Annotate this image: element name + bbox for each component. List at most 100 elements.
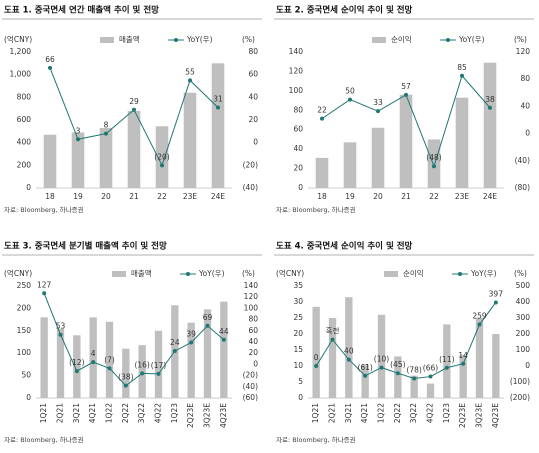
y2-tick-label: 400 — [516, 297, 531, 306]
bar — [427, 139, 441, 188]
data-label: 8 — [104, 121, 109, 130]
data-label: 40 — [344, 347, 354, 356]
line-marker — [221, 337, 226, 342]
y2-tick-label: 40 — [520, 101, 530, 110]
bar — [377, 314, 386, 398]
y2-tick-label: 120 — [516, 47, 531, 56]
legend-label: YoY(우) — [198, 269, 225, 278]
x-tick-label: 20 — [101, 192, 111, 201]
x-tick-label: 19 — [73, 192, 83, 201]
bar — [89, 317, 97, 398]
legend-swatch — [384, 271, 398, 277]
x-tick-label: 3Q22 — [409, 403, 418, 423]
y2-tick-label: 200 — [516, 329, 531, 338]
y-tick-label: 35 — [293, 281, 303, 290]
y-tick-label: 10 — [293, 361, 303, 370]
bar — [492, 334, 500, 398]
y2-tick-label: 100 — [516, 345, 531, 354]
line-marker — [330, 337, 335, 342]
y2-tick-label: 120 — [244, 292, 259, 301]
y2-tick-label: (100) — [510, 377, 530, 386]
y-tick-label: 250 — [17, 281, 32, 290]
data-label: 127 — [37, 280, 52, 289]
y2-tick-label: 60 — [248, 326, 258, 335]
line-marker — [58, 332, 63, 337]
line-marker — [42, 291, 47, 296]
x-tick-label: 18 — [317, 192, 327, 201]
chart-title: 도표 2. 중국면세 순이익 추이 및 전망 — [276, 5, 413, 16]
data-label: (66) — [423, 364, 438, 373]
y-tick-label: 0 — [298, 393, 303, 402]
x-tick-label: 2Q22 — [121, 403, 130, 423]
x-tick-label: 4Q23E — [491, 403, 500, 428]
y2-axis-unit: (%) — [242, 35, 255, 44]
x-tick-label: 1Q22 — [105, 403, 114, 423]
line-marker — [91, 360, 96, 365]
y-tick-label: 1,200 — [10, 47, 32, 56]
data-label: 55 — [185, 67, 195, 76]
data-label: 85 — [457, 63, 467, 72]
data-label: (10) — [374, 355, 389, 364]
data-label: (61) — [357, 363, 372, 372]
bar — [315, 157, 329, 188]
data-label: (16) — [134, 360, 149, 369]
line-marker — [376, 109, 380, 114]
data-label: 24 — [170, 338, 180, 347]
y-tick-label: 50 — [21, 371, 31, 380]
data-label: 4 — [91, 349, 96, 358]
bar — [187, 322, 195, 398]
data-label: 흑전 — [326, 326, 340, 336]
data-label: 53 — [56, 322, 66, 331]
line-marker — [428, 374, 433, 379]
y2-tick-label: (20) — [243, 160, 258, 169]
x-tick-label: 24E — [211, 192, 226, 201]
y-tick-label: 0 — [26, 183, 31, 192]
y2-tick-label: 40 — [248, 337, 258, 346]
data-label: 69 — [203, 313, 213, 322]
x-tick-label: 21 — [401, 192, 411, 201]
x-tick-label: 19 — [345, 192, 355, 201]
data-label: (7) — [104, 355, 115, 364]
line-marker — [172, 348, 177, 353]
y-tick-label: 150 — [17, 326, 32, 335]
x-tick-label: 3Q21 — [72, 403, 81, 423]
line-marker — [444, 365, 449, 370]
bar — [99, 127, 113, 188]
x-tick-label: 2Q22 — [393, 403, 402, 423]
line-marker — [156, 371, 161, 376]
y2-tick-label: (80) — [515, 183, 530, 192]
bar — [71, 132, 85, 188]
bar — [43, 134, 57, 188]
data-label: (11) — [439, 355, 454, 364]
y2-tick-label: 0 — [525, 361, 530, 370]
x-tick-label: 3Q23E — [475, 403, 484, 428]
y-tick-label: 400 — [17, 138, 32, 147]
y-tick-label: 5 — [298, 377, 303, 386]
x-tick-label: 2Q21 — [328, 403, 337, 423]
y2-tick-label: 40 — [248, 92, 258, 101]
line-marker — [160, 163, 164, 168]
y-tick-label: 600 — [17, 115, 32, 124]
line-marker — [379, 365, 384, 370]
y2-tick-label: 100 — [244, 303, 259, 312]
data-label: (78) — [406, 365, 421, 374]
x-tick-label: 4Q23E — [219, 403, 228, 428]
line-marker — [320, 116, 324, 121]
y-tick-label: 60 — [293, 125, 303, 134]
x-tick-label: 3Q22 — [137, 403, 146, 423]
y2-axis-unit: (%) — [514, 269, 527, 278]
line-marker — [461, 361, 466, 366]
data-label: (45) — [390, 360, 405, 369]
y2-tick-label: 80 — [248, 47, 258, 56]
bar — [154, 330, 163, 398]
y-tick-label: 30 — [293, 297, 303, 306]
line-marker — [363, 373, 368, 378]
data-label: (17) — [151, 361, 166, 370]
y2-tick-label: (40) — [243, 382, 258, 391]
chart-title: 도표 3. 중국면세 분기별 매출액 추이 및 전망 — [4, 241, 167, 252]
y2-tick-label: 60 — [248, 70, 258, 79]
line-marker — [104, 131, 108, 136]
y-tick-label: 0 — [298, 183, 303, 192]
legend-marker — [458, 272, 462, 276]
data-label: 50 — [345, 87, 355, 96]
